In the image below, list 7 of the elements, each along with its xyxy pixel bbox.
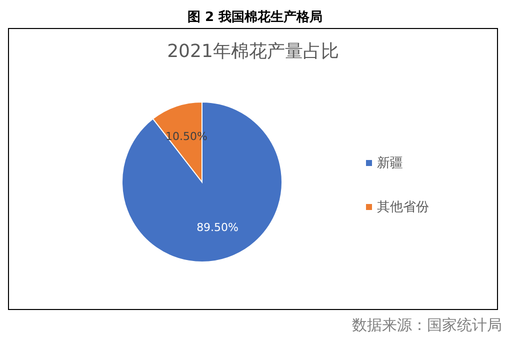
- legend-label: 其他省份: [376, 199, 429, 216]
- pie-slice: [122, 102, 282, 262]
- legend-label: 新疆: [376, 155, 404, 172]
- data-label: 89.50%: [196, 220, 239, 234]
- chart-title: 图 2 我国棉花生产格局: [186, 8, 324, 27]
- chart-subtitle: 2021年棉花产量占比: [166, 40, 340, 64]
- source-note: 数据来源：国家统计局: [351, 316, 502, 335]
